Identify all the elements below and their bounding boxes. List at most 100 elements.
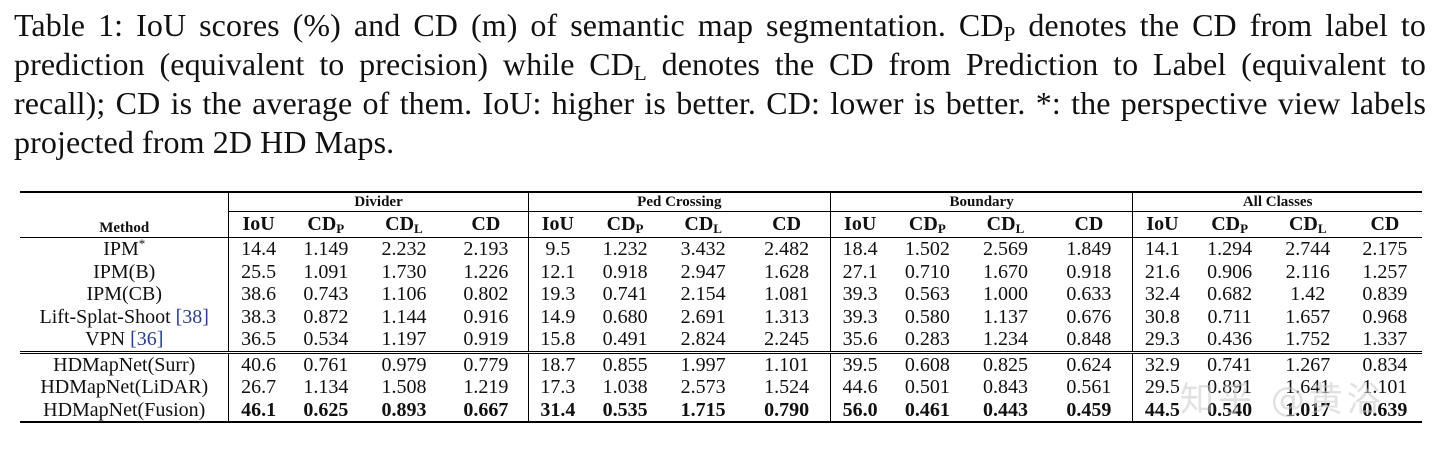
citation-link[interactable]: [38] (175, 305, 209, 328)
value-cell: 0.918 (1066, 260, 1112, 283)
method-name: IPM(B) (93, 260, 156, 283)
value-cell: 1.137 (982, 305, 1028, 328)
value-cell: 0.608 (889, 350, 966, 376)
value-cell: 17.3 (527, 376, 588, 399)
value-cell: 0.891 (1207, 376, 1253, 399)
metric-header-main: CD (606, 213, 636, 235)
metric-header: CD (1046, 212, 1133, 238)
table-caption: Table 1: IoU scores (%) and CD (m) of se… (14, 6, 1426, 162)
value-cell: 2.824 (680, 328, 726, 351)
value-cell: 25.5 (228, 260, 288, 283)
method-name: HDMapNet(Surr) (53, 353, 196, 376)
value-cell: 32.9 (1132, 350, 1192, 376)
method-name: HDMapNet(LiDAR) (40, 376, 209, 399)
metric-header-sub: L (1317, 221, 1327, 236)
metric-header-main: CD (986, 213, 1016, 235)
value-cell: 2.573 (680, 376, 726, 399)
table-row: HDMapNet(LiDAR) 26.7 1.134 1.508 1.219 17.3 1.… (20, 376, 1422, 399)
value-cell: 1.226 (463, 260, 509, 283)
group-header-divider: Divider (228, 191, 529, 212)
metric-header-main: CD (1288, 213, 1318, 235)
value-cell: 1.42 (1290, 283, 1326, 306)
method-cell: IPM(CB) (20, 283, 229, 306)
metric-header: CDP (288, 212, 364, 238)
value-cell: 0.979 (363, 350, 444, 376)
value-cell: 26.7 (228, 376, 288, 399)
value-cell: 1.081 (764, 283, 810, 306)
value-cell: 0.710 (904, 260, 950, 283)
value-cell: 19.3 (527, 283, 588, 306)
metric-header: IoU (1132, 211, 1192, 238)
value-cell: 0.680 (602, 305, 648, 328)
value-cell: 2.691 (680, 305, 726, 328)
method-cell: IPM(B) (20, 261, 229, 284)
group-header-all-classes: All Classes (1132, 191, 1422, 212)
value-cell: 1.101 (1362, 376, 1408, 399)
metric-header: CDL (663, 212, 743, 238)
value-cell: 0.580 (904, 305, 950, 328)
metric-header-main: CD (1370, 213, 1400, 235)
value-cell: 2.193 (444, 237, 529, 261)
caption-text-3: denotes the CD from Prediction to Label … (14, 46, 1426, 160)
caption-text-1: IoU scores (%) and CD (m) of semantic ma… (123, 7, 1004, 43)
value-cell: 0.855 (587, 350, 664, 376)
results-table-container: Method Divider Ped Crossing Boundary All… (20, 191, 1422, 423)
value-cell: 2.154 (680, 283, 726, 306)
value-cell: 1.524 (764, 376, 810, 399)
metric-header-main: IoU (541, 213, 574, 235)
value-cell: 1.000 (982, 283, 1028, 306)
metric-header-sub: L (414, 221, 423, 236)
value-cell: 0.711 (1207, 305, 1252, 328)
value-cell: 1.730 (381, 260, 427, 283)
value-cell: 27.1 (829, 260, 890, 283)
value-cell: 15.8 (527, 328, 588, 352)
table-row: HDMapNet(Surr) 40.6 0.761 0.979 0.779 18.7 0.8… (20, 350, 1422, 376)
table-row: IPM* 14.4 1.149 2.232 2.193 9.5 1.232 3.432 2.48… (20, 237, 1422, 261)
method-cell: VPN [36] (20, 328, 229, 352)
value-cell: 0.540 (1191, 398, 1268, 423)
metric-header-sub: P (1240, 221, 1249, 236)
method-name: IPM(CB) (86, 283, 163, 306)
metric-header: IoU (228, 211, 288, 238)
value-cell: 1.144 (381, 305, 427, 328)
value-cell: 0.667 (444, 398, 529, 423)
value-cell: 1.337 (1362, 328, 1408, 351)
value-cell: 35.6 (829, 328, 890, 352)
metric-header-main: CD (385, 213, 415, 235)
table-body: IPM* 14.4 1.149 2.232 2.193 9.5 1.232 3.432 2.48… (20, 237, 1422, 423)
value-cell: 14.1 (1132, 237, 1192, 261)
value-cell: 0.779 (444, 350, 529, 376)
value-cell: 0.872 (303, 305, 349, 328)
metric-header-main: CD (471, 213, 501, 235)
caption-sub-l: L (633, 61, 647, 85)
value-cell: 2.482 (743, 237, 831, 261)
value-cell: 1.657 (1285, 305, 1331, 328)
table-row: VPN [36] 36.5 0.534 1.197 0.919 15.8 0.491 2.82… (20, 328, 1422, 352)
value-cell: 12.1 (527, 260, 588, 283)
value-cell: 18.7 (527, 350, 588, 376)
caption-label: Table 1: (14, 7, 124, 43)
value-cell: 2.947 (680, 260, 726, 283)
value-cell: 36.5 (228, 328, 288, 352)
value-cell: 1.502 (889, 237, 966, 261)
value-cell: 2.116 (1285, 260, 1330, 283)
value-cell: 40.6 (228, 350, 288, 376)
value-cell: 3.432 (663, 237, 744, 261)
value-cell: 0.761 (287, 350, 364, 376)
table-row: IPM(B) 25.5 1.091 1.730 1.226 12.1 0.918 2.947 1… (20, 260, 1422, 284)
metric-header-sub: P (635, 221, 644, 236)
value-cell: 1.508 (381, 376, 427, 399)
value-cell: 18.4 (829, 237, 890, 261)
value-cell: 9.5 (527, 237, 588, 261)
value-cell: 44.6 (829, 376, 890, 399)
value-cell: 30.8 (1132, 305, 1192, 328)
method-name: IPM (103, 238, 139, 261)
citation-link[interactable]: [36] (130, 328, 164, 351)
value-cell: 0.563 (904, 283, 950, 306)
value-cell: 2.569 (965, 237, 1046, 261)
metric-header: IoU (829, 211, 890, 238)
value-cell: 0.741 (1191, 350, 1268, 376)
metric-header-main: IoU (242, 213, 275, 235)
value-cell: 2.232 (363, 237, 444, 261)
value-cell: 0.843 (982, 376, 1028, 399)
